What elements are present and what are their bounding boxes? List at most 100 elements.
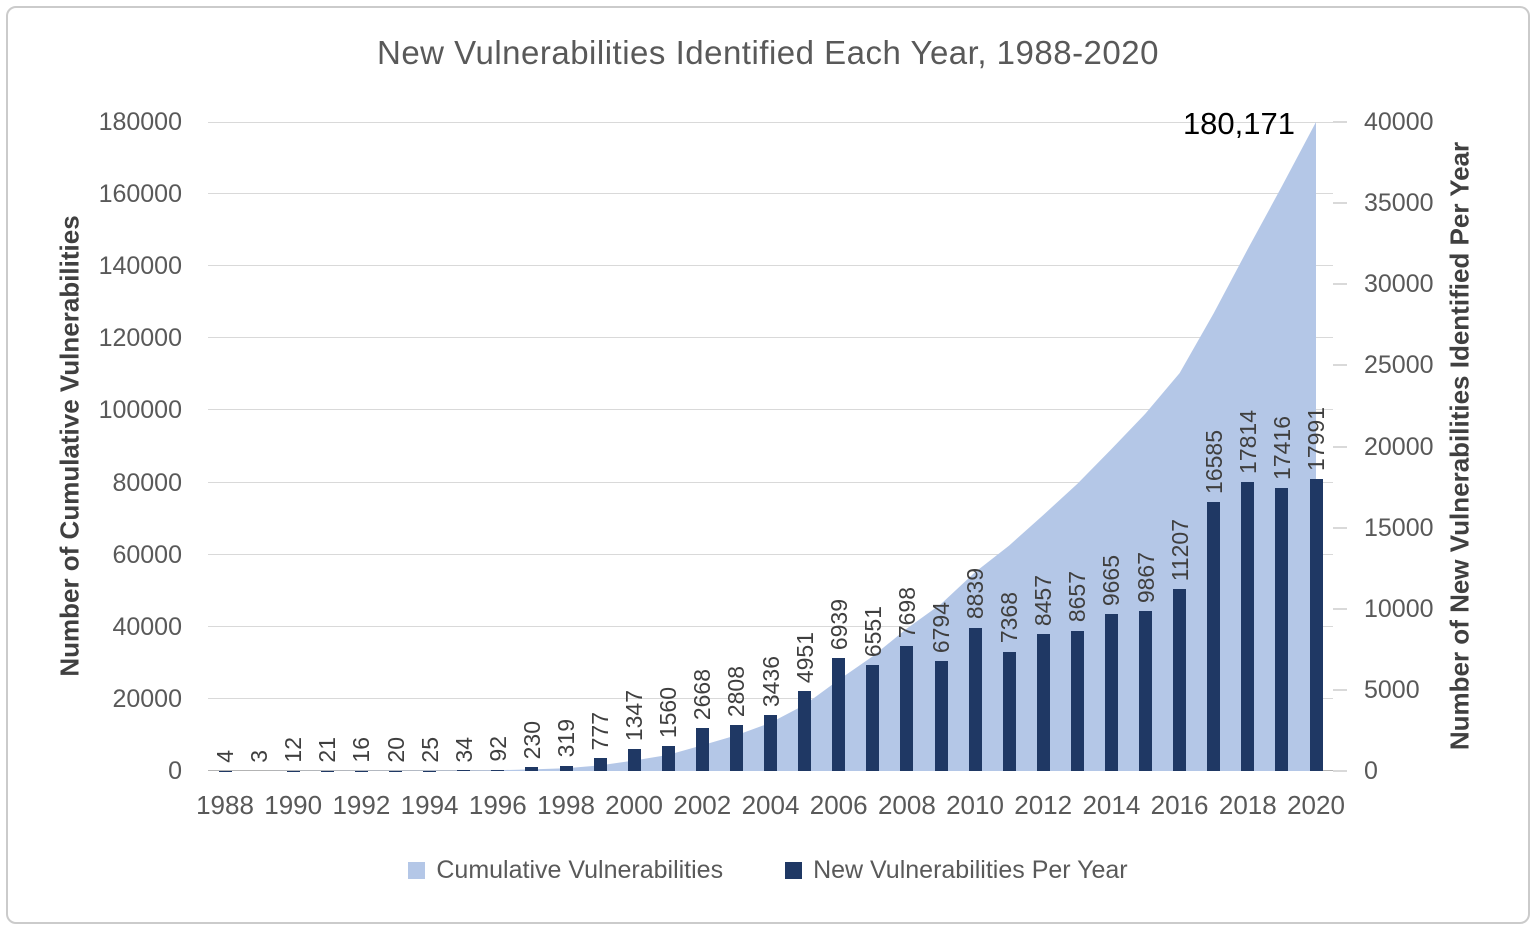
bar-2019 [1275, 488, 1289, 771]
bar-1996 [491, 769, 505, 771]
bar-2001 [661, 745, 675, 771]
x-axis-label-2008: 2008 [877, 790, 936, 820]
bar-2007 [866, 664, 880, 771]
bar-value-label-1990: 12 [280, 737, 307, 763]
bar-1999 [593, 758, 607, 771]
cumulative-area-polygon [225, 122, 1316, 771]
bar-value-label-2013: 8657 [1064, 571, 1091, 623]
bar-value-label-1997: 230 [518, 720, 545, 760]
right-axis-tick-label: 15000 [1364, 513, 1434, 542]
right-axis-title: Number of New Vulnerabilities Identified… [1444, 141, 1475, 751]
gridline [208, 337, 1333, 338]
right-axis-tick-label: 35000 [1364, 189, 1434, 218]
left-axis-tick-label: 140000 [98, 252, 182, 281]
bar-1997 [525, 767, 539, 771]
right-axis-tick-mark [1333, 770, 1347, 772]
x-axis-label-2018: 2018 [1218, 790, 1277, 820]
bar-2002 [695, 727, 709, 771]
right-axis-tick-label: 5000 [1364, 675, 1420, 704]
right-axis-tick-label: 0 [1364, 757, 1378, 785]
bar-2016 [1173, 589, 1187, 771]
bar-value-label-2011: 7368 [996, 592, 1023, 644]
bar-value-label-2017: 16585 [1200, 429, 1227, 494]
bar-value-label-2002: 2668 [689, 668, 716, 720]
bar-2014 [1104, 614, 1118, 771]
bar-value-label-2012: 8457 [1030, 574, 1057, 626]
bar-2009 [934, 660, 948, 771]
bar-2015 [1139, 610, 1152, 771]
legend-item-cumulative: Cumulative Vulnerabilities [408, 856, 723, 885]
right-axis-tick-mark [1333, 202, 1347, 205]
bar-value-label-1995: 34 [450, 736, 477, 763]
bar-value-label-2001: 1560 [655, 686, 682, 738]
x-axis-label-2006: 2006 [809, 790, 868, 820]
bar-2018 [1241, 482, 1255, 771]
legend-label: New Vulnerabilities Per Year [813, 856, 1128, 884]
gridline [208, 409, 1333, 410]
bar-value-label-2007: 6551 [859, 605, 886, 657]
bar-value-label-1999: 777 [587, 712, 613, 751]
x-axis-label-2000: 2000 [605, 790, 664, 820]
per-year-legend-swatch [785, 862, 803, 879]
bar-2006 [832, 658, 846, 771]
legend-label: Cumulative Vulnerabilities [436, 856, 724, 884]
bar-2017 [1207, 501, 1221, 771]
x-axis-label-2014: 2014 [1082, 790, 1141, 820]
bar-2008 [900, 646, 914, 771]
bar-1998 [559, 765, 573, 771]
bar-value-label-1991: 21 [314, 737, 341, 763]
right-axis-tick-mark [1333, 445, 1347, 448]
left-axis-tick-label: 20000 [112, 684, 182, 713]
x-axis-label-2016: 2016 [1150, 790, 1209, 820]
gridline [208, 626, 1333, 627]
bar-1995 [457, 770, 471, 771]
gridline [208, 482, 1333, 483]
x-axis-label-1994: 1994 [400, 790, 459, 820]
bar-value-label-2016: 11207 [1166, 518, 1193, 582]
cumulative-total-annotation: 180,171 [1182, 106, 1295, 141]
gridline [208, 698, 1333, 699]
bar-value-label-2015: 9867 [1132, 551, 1159, 603]
left-axis-tick-label: 100000 [98, 396, 182, 425]
bar-value-label-2003: 2808 [723, 666, 750, 718]
left-axis-tick-label: 40000 [112, 612, 182, 641]
right-axis-tick-mark [1333, 607, 1347, 610]
right-axis-tick-label: 20000 [1364, 432, 1434, 461]
x-axis-label-1996: 1996 [468, 790, 527, 820]
bar-2010 [968, 627, 982, 771]
bar-2004 [764, 715, 777, 771]
chart-title: New Vulnerabilities Identified Each Year… [377, 34, 1159, 71]
bar-value-label-2014: 9665 [1098, 555, 1125, 607]
bar-2003 [729, 725, 743, 771]
x-axis-label-1992: 1992 [332, 790, 391, 820]
bar-value-label-2004: 3436 [757, 656, 784, 708]
bar-value-label-2009: 6794 [928, 601, 954, 653]
bar-value-label-2019: 17416 [1268, 416, 1295, 481]
x-axis-label-1988: 1988 [196, 790, 254, 820]
left-axis-tick-label: 180000 [98, 108, 182, 136]
bar-value-label-1989: 3 [246, 750, 273, 763]
x-axis-label-1990: 1990 [264, 790, 323, 820]
x-axis-label-1998: 1998 [537, 790, 595, 820]
bar-2000 [627, 749, 641, 771]
right-axis-tick-label: 25000 [1364, 351, 1434, 380]
gridline [208, 122, 1333, 123]
right-axis-tick-mark [1333, 121, 1347, 123]
bar-2013 [1070, 630, 1084, 771]
plot-area: 4 3 12 21 16 20 25 34 92 230 319 777 1347 1560 2668 280… [208, 122, 1333, 771]
bar-value-label-2018: 17814 [1234, 410, 1261, 474]
x-axis-label-2012: 2012 [1014, 790, 1073, 820]
right-axis-tick-mark [1333, 283, 1347, 286]
bar-value-label-2008: 7698 [893, 586, 920, 639]
left-axis-tick-label: 60000 [112, 540, 182, 569]
right-axis-tick-label: 10000 [1364, 594, 1434, 623]
bar-value-label-2020: 17991 [1303, 407, 1329, 472]
bar-value-label-2010: 8839 [962, 568, 988, 620]
bar-2020 [1309, 479, 1323, 771]
legend: Cumulative Vulnerabilities New Vulnerabi… [0, 856, 1536, 885]
right-axis-tick-label: 40000 [1364, 108, 1434, 136]
right-axis-tick-mark [1333, 526, 1347, 529]
bar-value-label-1994: 25 [416, 737, 443, 763]
bar-value-label-1998: 319 [553, 719, 579, 758]
bar-value-label-1996: 92 [484, 735, 511, 762]
